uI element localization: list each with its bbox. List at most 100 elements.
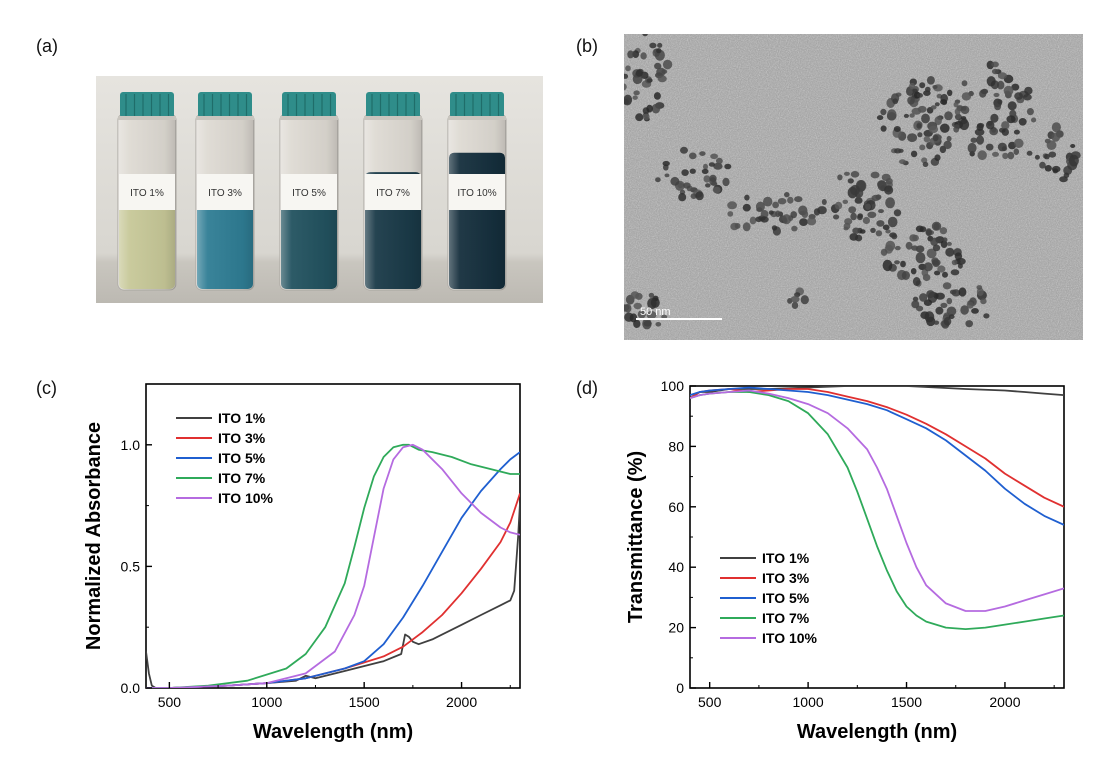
tem-image-svg: 50 nm <box>624 34 1083 340</box>
nanoparticle <box>881 125 887 131</box>
nanoparticle <box>784 192 790 197</box>
legend-label: ITO 3% <box>218 430 266 446</box>
nanoparticle <box>763 197 772 207</box>
nanoparticle <box>863 217 870 224</box>
nanoparticle <box>683 182 691 188</box>
nanoparticle <box>1014 92 1023 100</box>
nanoparticle <box>800 211 805 215</box>
nanoparticle <box>980 298 986 304</box>
nanoparticle <box>947 90 952 96</box>
nanoparticle <box>912 108 922 115</box>
nanoparticle <box>949 314 955 319</box>
nanoparticle <box>743 222 751 231</box>
nanoparticle <box>992 152 999 157</box>
nanoparticle <box>961 106 970 114</box>
legend-label: ITO 3% <box>762 570 810 586</box>
nanoparticle <box>933 245 940 252</box>
x-axis-label: Wavelength (nm) <box>253 721 413 743</box>
nanoparticle <box>951 269 960 275</box>
legend: ITO 1%ITO 3%ITO 5%ITO 7%ITO 10% <box>176 410 274 506</box>
nanoparticle <box>916 306 923 312</box>
nanoparticle <box>871 172 880 179</box>
nanoparticle <box>891 234 897 239</box>
nanoparticle <box>959 119 969 130</box>
nanoparticle <box>658 75 667 82</box>
nanoparticle <box>636 70 643 77</box>
nanoparticle <box>790 211 797 218</box>
scale-bar-label: 50 nm <box>640 306 671 318</box>
nanoparticle <box>929 79 934 84</box>
x-tick-label: 1500 <box>891 694 922 710</box>
nanoparticle <box>971 308 979 314</box>
nanoparticle <box>799 218 808 226</box>
nanoparticle <box>1008 101 1017 110</box>
nanoparticle <box>932 222 941 231</box>
nanoparticle <box>833 215 839 220</box>
nanoparticle <box>997 99 1002 104</box>
nanoparticle <box>923 162 929 167</box>
nanoparticle <box>934 321 940 325</box>
nanoparticle <box>983 313 989 318</box>
legend-label: ITO 7% <box>218 470 266 486</box>
nanoparticle <box>709 175 716 182</box>
series-line <box>146 493 520 688</box>
nanoparticle <box>867 212 876 218</box>
nanoparticle <box>807 217 816 225</box>
nanoparticle <box>968 143 977 153</box>
vial-cap <box>198 92 252 118</box>
legend-label: ITO 10% <box>762 630 818 646</box>
plot-frame <box>690 386 1064 688</box>
nanoparticle <box>883 225 890 231</box>
nanoparticle <box>943 282 952 289</box>
y-tick-label: 20 <box>668 620 684 636</box>
series-line <box>690 392 1064 629</box>
nanoparticle <box>902 271 910 280</box>
vials-photo: ITO 1%ITO 3%ITO 5%ITO 7%ITO 10% <box>96 76 543 303</box>
x-tick-label: 1000 <box>793 694 824 710</box>
nanoparticle <box>932 85 937 89</box>
nanoparticle <box>850 213 857 221</box>
nanoparticle <box>931 105 937 109</box>
vial-neck <box>196 116 254 120</box>
x-tick-label: 2000 <box>989 694 1020 710</box>
nanoparticle <box>760 216 768 222</box>
y-tick-label: 0.0 <box>121 680 141 696</box>
nanoparticle <box>643 114 650 121</box>
vial-neck <box>280 116 338 120</box>
vial: ITO 10% <box>448 92 506 290</box>
nanoparticle <box>940 99 947 105</box>
nanoparticle <box>994 93 1000 97</box>
nanoparticle <box>933 135 939 141</box>
nanoparticle <box>912 235 919 241</box>
nanoparticle <box>935 307 943 315</box>
nanoparticle <box>865 204 871 210</box>
nanoparticle <box>1047 140 1057 150</box>
legend-label: ITO 5% <box>218 450 266 466</box>
legend: ITO 1%ITO 3%ITO 5%ITO 7%ITO 10% <box>720 550 818 646</box>
nanoparticle <box>678 193 686 201</box>
nanoparticle <box>713 187 721 194</box>
nanoparticle <box>940 303 947 308</box>
nanoparticle <box>975 129 985 136</box>
vial-cap <box>120 92 174 118</box>
nanoparticle <box>884 185 893 194</box>
nanoparticle <box>935 102 940 106</box>
legend-label: ITO 1% <box>762 550 810 566</box>
nanoparticle <box>848 178 854 183</box>
nanoparticle <box>962 92 971 100</box>
legend-label: ITO 10% <box>218 490 274 506</box>
vial-label: ITO 1% <box>130 188 164 199</box>
nanoparticle <box>904 114 909 118</box>
nanoparticle <box>870 228 876 233</box>
nanoparticle <box>655 322 661 327</box>
nanoparticle <box>633 90 639 95</box>
y-tick-label: 80 <box>668 438 684 454</box>
nanoparticle <box>1007 152 1014 160</box>
vial: ITO 7% <box>364 92 422 290</box>
nanoparticle <box>1035 155 1040 160</box>
panel-label-a: (a) <box>36 36 58 57</box>
nanoparticle <box>916 252 926 263</box>
nanoparticle <box>986 144 994 151</box>
nanoparticle <box>998 143 1007 152</box>
